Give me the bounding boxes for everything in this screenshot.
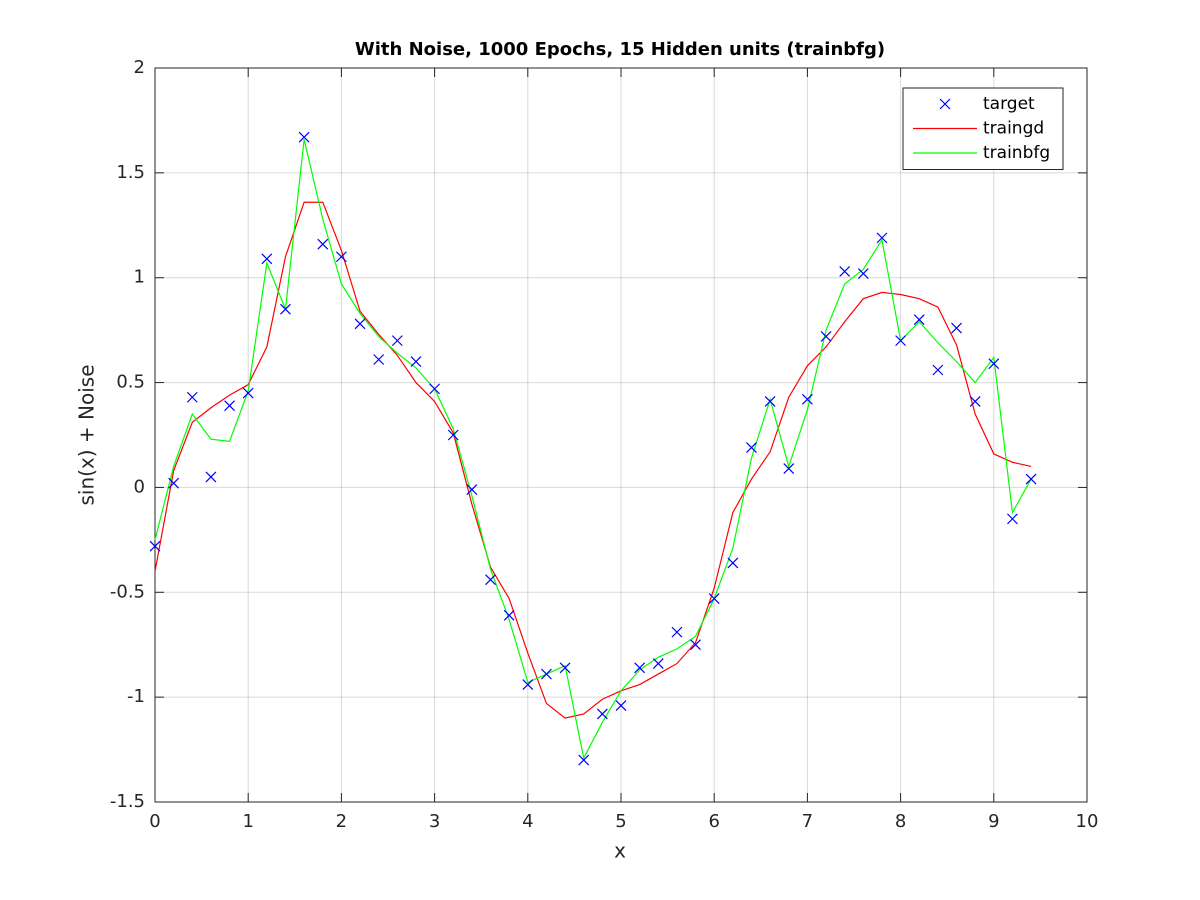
y-axis-label: sin(x) + Noise xyxy=(75,364,99,505)
plot-frame xyxy=(154,67,1088,803)
marker xyxy=(708,593,720,605)
marker xyxy=(801,393,813,405)
marker xyxy=(839,265,851,277)
marker xyxy=(186,391,198,403)
marker xyxy=(727,557,739,569)
y-tick-label: 0.5 xyxy=(116,372,145,393)
marker xyxy=(485,574,496,586)
y-tick-label: 2 xyxy=(134,57,145,78)
series-line xyxy=(154,139,1032,760)
marker xyxy=(1025,473,1037,485)
marker xyxy=(820,331,832,342)
marker xyxy=(298,131,310,143)
marker xyxy=(317,238,329,250)
x-tick-label: 1 xyxy=(242,811,253,832)
y-tick-label: 0 xyxy=(134,476,145,497)
legend-label: trainbfg xyxy=(983,143,1050,163)
y-tick-label: -1.5 xyxy=(110,791,145,812)
y-tick-label: 1.5 xyxy=(116,162,145,183)
marker xyxy=(876,232,888,244)
x-tick-label: 2 xyxy=(336,811,347,832)
x-tick-label: 8 xyxy=(895,811,906,832)
y-tick-label: 1 xyxy=(134,267,145,288)
legend-label: traingd xyxy=(983,119,1044,139)
legend-marker xyxy=(939,98,951,110)
marker xyxy=(522,679,534,690)
x-tick-label: 3 xyxy=(429,811,440,832)
marker xyxy=(168,477,180,489)
marker xyxy=(596,708,608,720)
marker xyxy=(354,318,366,330)
marker xyxy=(391,335,403,347)
marker xyxy=(764,396,776,407)
x-tick-label: 9 xyxy=(988,811,999,832)
y-tick-label: -1 xyxy=(127,686,145,707)
x-axis-label: x xyxy=(614,839,626,863)
marker xyxy=(205,471,217,483)
marker xyxy=(951,322,962,334)
marker xyxy=(280,303,291,315)
legend-label: target xyxy=(983,94,1035,114)
marker xyxy=(671,626,683,638)
marker xyxy=(410,356,422,368)
marker xyxy=(652,658,664,670)
x-tick-label: 5 xyxy=(615,811,626,832)
marker xyxy=(932,364,944,376)
marker xyxy=(149,540,161,552)
marker xyxy=(1007,513,1018,525)
marker xyxy=(429,383,441,395)
series-line xyxy=(154,201,1032,719)
marker xyxy=(503,609,515,621)
marker xyxy=(335,251,347,263)
chart-title: With Noise, 1000 Epochs, 15 Hidden units… xyxy=(355,39,885,60)
marker xyxy=(261,253,273,265)
marker xyxy=(913,314,925,326)
marker xyxy=(373,354,385,365)
marker xyxy=(690,639,701,651)
marker xyxy=(447,429,459,441)
marker xyxy=(242,387,254,399)
marker xyxy=(559,662,571,674)
x-tick-label: 4 xyxy=(522,811,533,832)
x-tick-label: 10 xyxy=(1076,811,1099,832)
x-tick-label: 7 xyxy=(802,811,813,832)
marker xyxy=(895,335,907,347)
marker xyxy=(857,268,869,279)
marker xyxy=(969,396,981,407)
y-tick-label: -0.5 xyxy=(110,581,145,602)
x-tick-label: 0 xyxy=(149,811,160,832)
marker xyxy=(224,400,235,412)
marker xyxy=(783,463,795,474)
marker xyxy=(578,754,590,766)
marker xyxy=(988,358,1000,370)
marker xyxy=(615,700,627,711)
marker xyxy=(466,484,478,495)
marker xyxy=(746,442,757,454)
x-tick-label: 6 xyxy=(708,811,719,832)
marker xyxy=(541,668,552,680)
marker xyxy=(634,662,646,674)
